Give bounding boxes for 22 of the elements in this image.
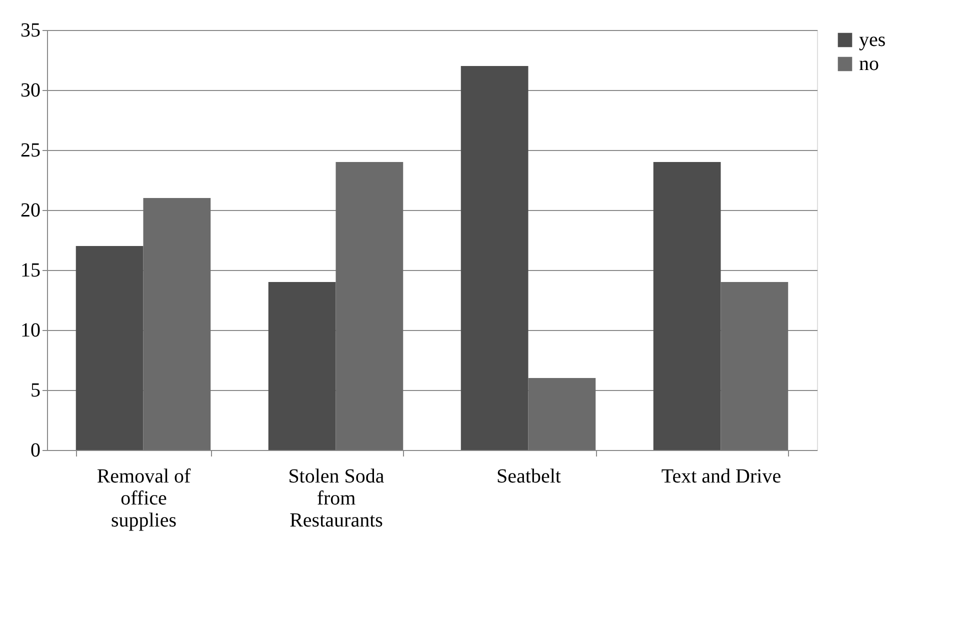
x-tick-label: Seatbelt [496, 466, 562, 488]
bar [460, 66, 528, 450]
bar [336, 162, 404, 450]
legend-label: no [859, 53, 879, 75]
y-tick-label: 0 [30, 440, 40, 462]
bar [76, 246, 144, 450]
y-tick-label: 5 [30, 380, 40, 402]
legend-label: yes [859, 29, 886, 51]
bar [653, 162, 721, 450]
bar [720, 282, 788, 450]
y-tick-label: 30 [20, 80, 40, 102]
y-tick-label: 35 [20, 20, 40, 42]
x-tick-label: Stolen Soda from Restaurants [288, 466, 384, 532]
x-tick-label: Removal of office supplies [96, 466, 192, 532]
y-tick-label: 10 [20, 320, 40, 342]
x-tick-label: Text and Drive [661, 466, 782, 488]
bar [268, 282, 336, 450]
y-tick-label: 20 [20, 200, 40, 222]
bar [528, 378, 596, 450]
y-tick-label: 25 [20, 140, 40, 162]
y-tick-label: 15 [20, 260, 40, 282]
bar [143, 198, 211, 450]
